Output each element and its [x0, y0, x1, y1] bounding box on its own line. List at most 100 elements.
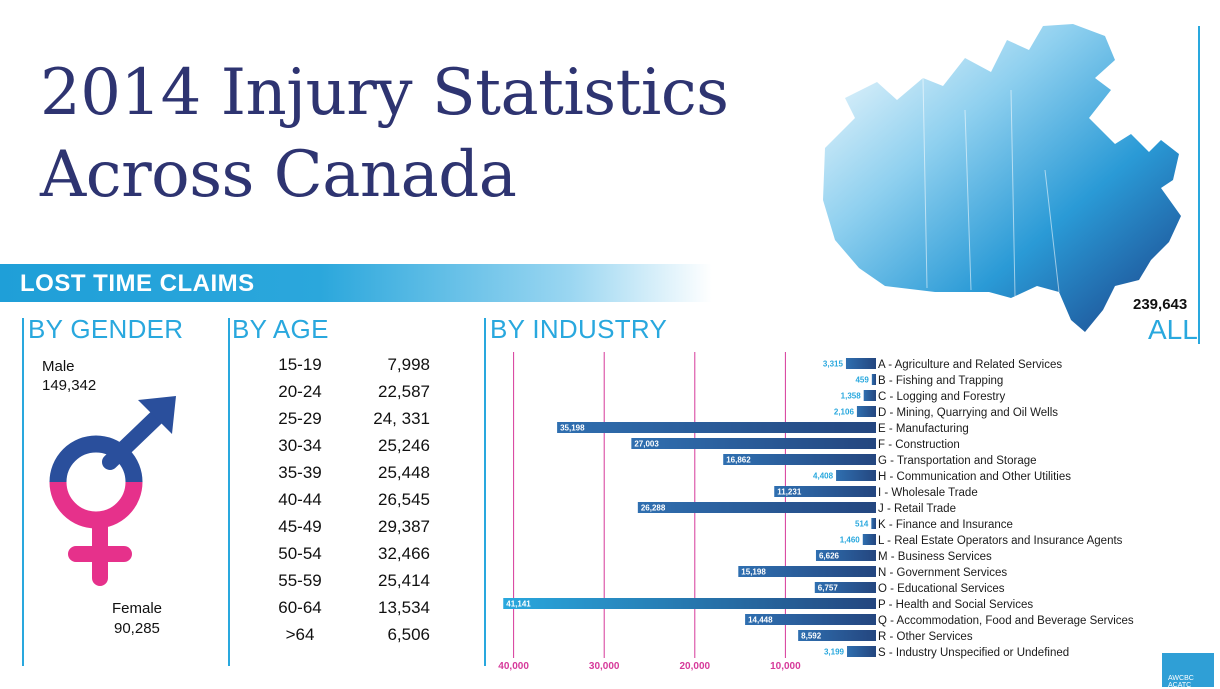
- industry-bar: [863, 390, 876, 401]
- industry-category-label: O - Educational Services: [878, 583, 1005, 595]
- canada-map: [823, 24, 1181, 332]
- industry-bar: [637, 502, 876, 513]
- bar-value-label: 15,198: [741, 568, 766, 577]
- age-range: 25-29: [278, 409, 322, 428]
- bar-value-label: 6,626: [819, 552, 840, 561]
- age-range: >64: [285, 625, 315, 644]
- gender-ring: [49, 435, 143, 529]
- age-row: 55-59 25,414: [260, 571, 430, 598]
- gender-heading: BY GENDER: [28, 314, 184, 344]
- total-claims-label: ALL: [1148, 314, 1198, 345]
- x-tick-label: 40,000: [498, 661, 529, 672]
- industry-category-label: C - Logging and Forestry: [878, 391, 1005, 403]
- age-value: 32,466: [378, 544, 430, 563]
- industry-category-label: N - Government Services: [878, 567, 1007, 579]
- bar-value-label: 6,757: [818, 584, 839, 593]
- industry-bar-chart: 40,000 30,000 20,000 10,000 3,315 A - Agricul…: [498, 352, 1134, 672]
- bar-value-label: 27,003: [634, 440, 659, 449]
- age-value: 6,506: [387, 625, 430, 644]
- age-range: 15-19: [278, 355, 322, 374]
- female-cross: [68, 514, 132, 586]
- total-claims-value: 239,643: [1133, 296, 1188, 313]
- industry-category-label: H - Communication and Other Utilities: [878, 471, 1071, 483]
- industry-category-label: E - Manufacturing: [878, 423, 969, 435]
- bar-value-label: 2,106: [834, 408, 855, 417]
- age-value: 24, 331: [373, 409, 430, 428]
- industry-category-label: Q - Accommodation, Food and Beverage Ser…: [878, 615, 1134, 627]
- bar-value-label: 11,231: [777, 488, 802, 497]
- age-row: 45-49 29,387: [260, 517, 430, 544]
- industry-category-label: M - Business Services: [878, 551, 992, 563]
- bar-value-label: 14,448: [748, 616, 773, 625]
- bar-value-label: 514: [855, 520, 869, 529]
- age-range: 40-44: [278, 490, 322, 509]
- industry-heading: BY INDUSTRY: [490, 314, 668, 344]
- age-row: 20-24 22,587: [260, 382, 430, 409]
- age-value: 29,387: [378, 517, 430, 536]
- bar-value-label: 3,199: [824, 648, 845, 657]
- x-tick-label: 10,000: [770, 661, 801, 672]
- lost-time-claims-banner: LOST TIME CLAIMS: [0, 264, 712, 302]
- gender-symbol-icon: [49, 396, 176, 586]
- industry-category-label: J - Retail Trade: [878, 503, 956, 515]
- age-value: 22,587: [378, 382, 430, 401]
- industry-bar: [798, 630, 876, 641]
- age-row: 35-39 25,448: [260, 463, 430, 490]
- age-range: 60-64: [278, 598, 322, 617]
- age-heading: BY AGE: [232, 314, 329, 344]
- age-row: 15-19 7,998: [260, 355, 430, 382]
- age-value: 26,545: [378, 490, 430, 509]
- page-title: 2014 Injury Statistics Across Canada: [40, 52, 729, 216]
- age-divider: [228, 318, 230, 666]
- age-range: 50-54: [278, 544, 322, 563]
- bar-value-label: 1,460: [840, 536, 861, 545]
- age-row: 50-54 32,466: [260, 544, 430, 571]
- industry-category-label: F - Construction: [878, 439, 960, 451]
- industry-category-label: A - Agriculture and Related Services: [878, 359, 1062, 371]
- bar-value-label: 35,198: [560, 424, 585, 433]
- age-range: 45-49: [278, 517, 322, 536]
- industry-category-label: B - Fishing and Trapping: [878, 375, 1003, 387]
- female-value: 90,285: [114, 620, 160, 637]
- industry-bar: [745, 614, 876, 625]
- age-row: 30-34 25,246: [260, 436, 430, 463]
- male-arrow-head: [138, 396, 176, 434]
- bar-value-label: 16,862: [726, 456, 751, 465]
- bar-value-label: 459: [855, 376, 869, 385]
- industry-category-label: L - Real Estate Operators and Insurance …: [878, 535, 1123, 547]
- age-range: 20-24: [278, 382, 322, 401]
- awcbc-logo: AWCBC ACATC: [1162, 653, 1214, 689]
- age-row: 25-29 24, 331: [260, 409, 430, 436]
- industry-bar: [503, 598, 876, 609]
- bar-value-label: 8,592: [801, 632, 822, 641]
- industry-category-label: R - Other Services: [878, 631, 973, 643]
- bar-value-label: 1,358: [841, 392, 862, 401]
- industry-bar: [815, 550, 876, 561]
- industry-bar: [871, 518, 876, 529]
- industry-category-label: P - Health and Social Services: [878, 599, 1033, 611]
- industry-category-label: D - Mining, Quarrying and Oil Wells: [878, 407, 1058, 419]
- industry-bar: [814, 582, 876, 593]
- male-label: Male: [42, 358, 75, 375]
- age-range: 55-59: [278, 571, 322, 590]
- industry-bar: [847, 646, 876, 657]
- industry-category-label: K - Finance and Insurance: [878, 519, 1013, 531]
- industry-bar: [871, 374, 876, 385]
- age-value: 7,998: [387, 355, 430, 374]
- male-value: 149,342: [42, 377, 97, 394]
- industry-category-label: S - Industry Unspecified or Undefined: [878, 647, 1069, 659]
- industry-bar: [723, 454, 876, 465]
- bar-value-label: 41,141: [506, 600, 531, 609]
- x-tick-label: 30,000: [589, 661, 620, 672]
- age-value: 13,534: [378, 598, 430, 617]
- age-value: 25,246: [378, 436, 430, 455]
- age-row: 60-64 13,534: [260, 598, 430, 625]
- industry-divider: [484, 318, 486, 666]
- industry-category-label: G - Transportation and Storage: [878, 455, 1037, 467]
- industry-category-label: I - Wholesale Trade: [878, 487, 978, 499]
- title-line-2: Across Canada: [40, 138, 517, 212]
- industry-bar: [856, 406, 876, 417]
- bar-value-label: 3,315: [823, 360, 844, 369]
- industry-bar: [774, 486, 876, 497]
- industry-bar: [631, 438, 876, 449]
